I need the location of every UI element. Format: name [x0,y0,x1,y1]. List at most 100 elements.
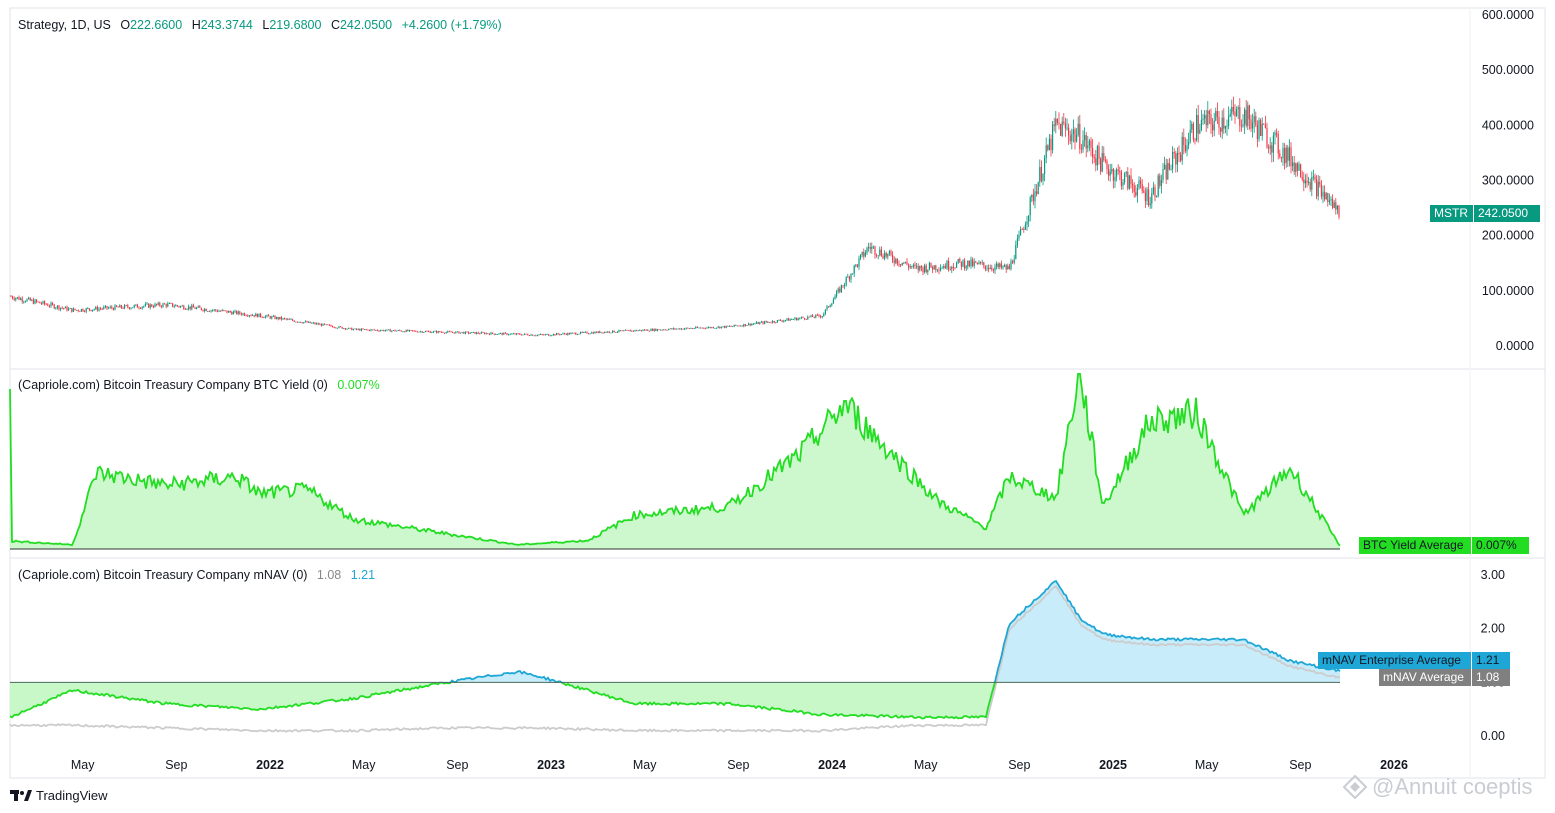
candle-body [608,331,610,333]
last-price-tag: 242.0500 [1474,205,1540,222]
candle-body [221,310,223,312]
candle-body [800,317,802,318]
candle-body [600,332,602,334]
candle-body [26,299,28,302]
candle-body [991,267,993,270]
candle-body [989,267,991,270]
candle-body [1288,147,1290,161]
candle-body [106,305,108,309]
candle-body [340,326,342,328]
candle-body [1036,191,1038,195]
candle-body [658,329,660,331]
candle-body [1072,129,1074,135]
candle-body [816,314,818,316]
candle-body [767,321,769,323]
candle-body [624,329,626,331]
candle-body [261,316,263,318]
candle-body [692,328,694,329]
candle-body [592,332,594,334]
candle-body [1151,193,1153,204]
candle-body [1082,140,1084,150]
candle-body [309,321,311,324]
candle-body [949,269,951,270]
candle-body [1079,123,1081,149]
candle-body [250,315,252,317]
candle-body [975,261,977,263]
candle-body [1146,189,1148,201]
candle-body [612,330,614,333]
candle-body [704,328,706,329]
candle-body [477,332,479,334]
candle-body [479,333,481,335]
candle-body [1293,162,1295,172]
candle-body [706,327,708,329]
candle-body [1055,118,1057,126]
candle-body [63,308,65,309]
candle-body [1306,180,1308,183]
btc-yield-area [10,373,1340,549]
candle-body [1109,171,1111,176]
candle-body [832,299,834,304]
watermark: @Annuit coeptis [1342,774,1533,800]
candle-body [933,265,935,270]
candle-body [405,329,407,332]
candle-body [586,331,588,334]
candle-body [556,333,558,336]
candle-body [293,320,295,322]
candle-body [183,305,185,310]
open-value: 222.6600 [130,18,183,32]
candle-body [900,264,902,266]
candle-body [984,265,986,269]
candle-body [464,331,466,334]
candle-body [503,332,505,335]
candle-body [895,258,897,263]
candle-body [519,333,521,335]
candle-body [458,331,460,334]
candle-body [157,302,159,305]
candle-body [647,329,649,331]
candle-body [648,330,650,332]
candle-body [200,307,202,310]
candle-body [256,313,258,318]
candle-body [224,310,226,312]
candle-body [527,334,529,336]
candle-body [316,323,318,325]
candle-body [194,307,196,309]
candle-body [631,330,633,332]
candle-body [1130,175,1132,184]
price-y-tick: 200.0000 [1482,229,1534,243]
candle-body [1296,163,1298,171]
candle-body [1301,176,1303,180]
candle-body [455,331,457,334]
watermark-text: @Annuit coeptis [1372,774,1533,799]
candle-body [879,249,881,256]
candle-body [1149,203,1151,206]
candle-body [789,319,791,321]
candle-body [384,330,386,332]
candle-body [866,247,868,254]
candle-body [1248,105,1250,120]
candle-body [824,309,826,314]
mnav-enterprise-line-below [9,683,996,720]
candle-body [44,301,46,304]
candle-body [927,269,929,273]
tradingview-logo[interactable]: TradingView [10,788,108,803]
candle-body [1218,116,1220,128]
candle-body [48,305,50,307]
candle-body [408,330,410,332]
candle-body [32,299,34,304]
candle-body [1010,261,1012,270]
candle-body [87,308,89,310]
candle-body [1232,106,1234,112]
candle-body [328,324,330,326]
candle-body [242,313,244,315]
candle-body [1290,147,1292,167]
candle-body [373,329,375,331]
candle-body [776,320,778,323]
candle-body [847,276,849,278]
candle-body [448,331,450,333]
candle-body [645,329,647,331]
x-tick-label: May [914,758,938,772]
candle-body [1159,175,1161,186]
